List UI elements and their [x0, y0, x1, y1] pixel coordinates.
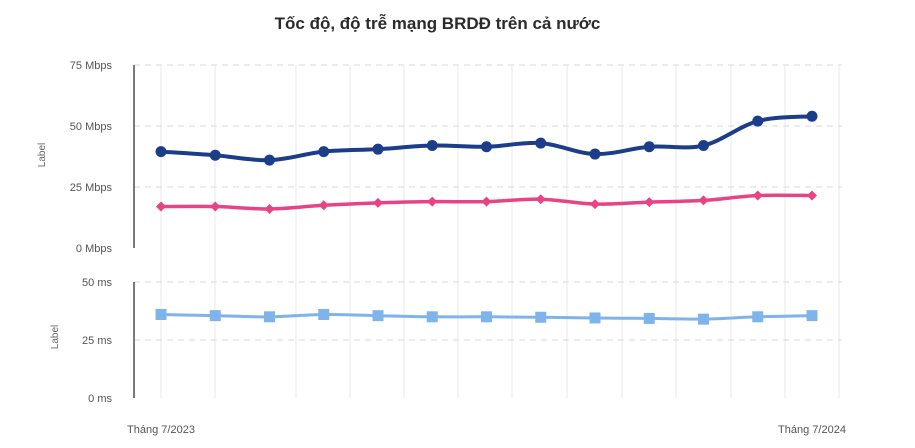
y-tick-label: 25 ms — [82, 335, 112, 347]
series-1-point-5 — [426, 140, 438, 152]
series-3-point-12 — [806, 310, 818, 322]
series-1-point-11 — [752, 115, 764, 127]
series-2-point-2 — [264, 203, 275, 214]
series-1-line — [159, 114, 814, 163]
series-1-point-9 — [643, 141, 655, 153]
series-1-point-12 — [806, 110, 818, 122]
y-tick-label: 50 Mbps — [70, 121, 113, 133]
y-tick-label: 25 Mbps — [70, 182, 113, 194]
series-2-point-8 — [590, 199, 600, 210]
series-2-point-12 — [807, 190, 817, 201]
series-3-point-11 — [752, 311, 764, 323]
series-1-point-1 — [209, 149, 221, 161]
y-tick-label: 0 Mbps — [76, 243, 113, 255]
x-end-label: Tháng 7/2024 — [778, 424, 846, 436]
series-3-point-3 — [318, 308, 330, 320]
series-2-point-11 — [752, 190, 763, 201]
series-3-point-6 — [481, 311, 492, 323]
series-1-point-10 — [698, 140, 709, 152]
series-2-point-4 — [373, 197, 383, 208]
y-tick-label: 75 Mbps — [70, 60, 113, 72]
series-2-point-6 — [481, 196, 492, 207]
series-3-point-2 — [264, 311, 275, 323]
series-1-point-4 — [372, 143, 384, 155]
series-2-point-9 — [644, 197, 655, 208]
series-1-point-8 — [589, 148, 601, 160]
series-2-point-7 — [535, 194, 546, 205]
series-1-point-2 — [264, 154, 275, 166]
series-2-point-1 — [210, 201, 221, 212]
series-1-point-0 — [155, 146, 167, 158]
y-axis-label: Label — [50, 325, 61, 349]
series-2-point-5 — [427, 196, 438, 207]
series-2-point-0 — [156, 201, 166, 212]
series-3-point-9 — [643, 312, 655, 324]
series-3-point-1 — [209, 310, 221, 322]
x-start-label: Tháng 7/2023 — [127, 424, 195, 436]
y-tick-label: 0 ms — [88, 393, 112, 405]
series-3-point-4 — [372, 310, 384, 322]
chart-title: Tốc độ, độ trễ mạng BRDĐ trên cả nước — [274, 14, 601, 33]
series-2-point-3 — [318, 200, 329, 211]
series-3-point-0 — [155, 308, 167, 320]
y-tick-label: 50 ms — [82, 277, 112, 289]
series-3-point-10 — [698, 313, 709, 325]
series-3-point-7 — [535, 311, 547, 323]
series-1-point-3 — [318, 146, 330, 158]
series-1-point-7 — [535, 137, 547, 149]
series-1-point-6 — [481, 141, 492, 153]
y-axis-label: Label — [37, 143, 48, 167]
series-3-point-5 — [426, 311, 438, 323]
series-3-point-8 — [589, 312, 601, 324]
series-2-point-10 — [698, 195, 709, 206]
